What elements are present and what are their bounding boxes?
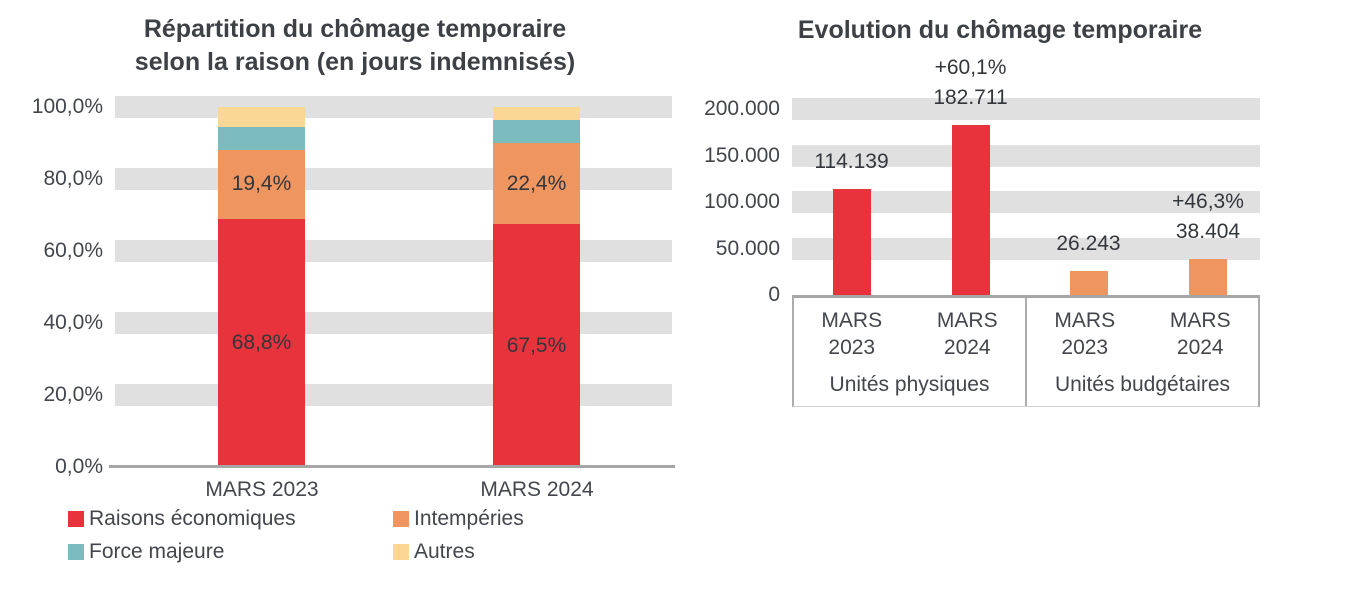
legend-label: Intempéries [414,507,524,530]
x-category-label: MARS 2023 [821,309,883,359]
legend-label: Autres [414,540,475,563]
legend-item-raisons-economiques: Raisons économiques [68,507,393,531]
category-group-unites-physiques: MARS 2023 MARS 2024 Unités physiques [794,298,1025,406]
y-tick-label: 80,0% [43,167,103,190]
segment-value-label: 68,8% [231,331,292,355]
y-tick-label: 40,0% [43,311,103,334]
plot-area-left: 100,0% 80,0% 60,0% 40,0% 20,0% 0,0% 68,8… [32,96,675,501]
bar-label-line: 114.139 [814,149,889,173]
x-category-label: MARS 2024 [480,478,594,501]
stacked-bar-mars-2024: 67,5% 22,4% [493,107,580,467]
segment-raisons-economiques: 67,5% [493,224,580,467]
bar-value-label: +60,1% 182.711 [901,53,1041,113]
y-tick-label: 0,0% [55,455,103,478]
chart-title-line1: Répartition du chômage temporaire [143,15,567,43]
gridline-band [792,98,1260,120]
axis-group-divider [1025,298,1027,406]
bar-label-line: +46,3% [1172,190,1244,214]
gridline-band [792,144,1260,167]
chart-evolution-chomage: Evolution du chômage temporaire 200.000 … [690,0,1356,597]
chart-title-line1: Evolution du chômage temporaire [797,16,1203,44]
bar-value-label: 114.139 [782,147,922,177]
bar-unites-physiques-mars-2024 [951,125,990,295]
x-axis-line [109,465,675,468]
legend-swatch-icon [393,544,409,560]
bar-value-label: +46,3% 38.404 [1138,187,1278,247]
x-category-label: MARS 2023 [1054,309,1116,359]
segment-value-label: 67,5% [506,333,567,357]
stacked-bar-mars-2023: 68,8% 19,4% [218,107,305,467]
category-axis-box: MARS 2023 MARS 2024 Unités physiques MAR… [792,295,1260,407]
y-tick-label: 100.000 [704,190,780,213]
bar-unites-budgetaires-mars-2024 [1189,259,1227,295]
y-tick-label: 150.000 [704,143,780,167]
plot-area-right: 200.000 150.000 100.000 50.000 0 114.139… [704,56,1260,306]
chart-title-line2: selon la raison (en jours indemnisés) [134,48,576,76]
category-cell: MARS 2024 [910,307,1026,361]
segment-value-label: 19,4% [231,172,292,196]
segment-intemperies: 22,4% [493,143,580,224]
bar-label-line: +60,1% [934,56,1007,80]
y-tick-label: 20,0% [43,383,103,406]
legend-label: Force majeure [89,540,225,563]
legend-swatch-icon [393,511,409,527]
y-tick-label: 100,0% [31,95,103,118]
y-tick-label: 60,0% [43,239,103,262]
chart-repartition-chomage: Répartition du chômage temporaire selon l… [32,13,675,564]
segment-intemperies: 19,4% [218,149,305,220]
category-year-row: MARS 2023 MARS 2024 [794,307,1025,361]
legend-label: Raisons économiques [89,507,296,530]
gridline-band [792,237,1260,260]
legend-swatch-icon [68,511,84,527]
bar-unites-budgetaires-mars-2023 [1069,270,1108,295]
bar-unites-physiques-mars-2023 [832,188,871,295]
category-cell: MARS 2023 [1027,307,1143,361]
segment-force-majeure [218,126,305,150]
bar-label-line: 26.243 [1056,231,1121,255]
bar-value-label: 26.243 [1019,229,1159,259]
segment-value-label: 22,4% [506,171,567,195]
x-category-label: MARS 2024 [1169,309,1231,359]
segment-force-majeure [493,120,580,144]
category-year-row: MARS 2023 MARS 2024 [1027,307,1258,361]
x-category-label: MARS 2023 [205,478,319,501]
segment-raisons-economiques: 68,8% [218,219,305,467]
segment-autres [218,107,305,127]
y-tick-label: 50.000 [715,236,780,260]
bars-layer: 68,8% 19,4% 67,5% 22,4% [115,107,672,467]
y-tick-label: 0 [768,283,780,306]
category-group-unites-budgetaires: MARS 2023 MARS 2024 Unités budgétaires [1027,298,1258,406]
legend-item-intemperies: Intempéries [393,507,524,531]
bar-label-line: 38.404 [1175,220,1241,244]
chart-title: Evolution du chômage temporaire [680,14,1320,47]
bars-layer: 114.139 +60,1% 182.711 26.243 +46,3% 38.404 [792,56,1260,295]
category-cell: MARS 2024 [1143,307,1259,361]
x-category-label: MARS 2024 [936,309,998,359]
bar-label-line: 182.711 [933,86,1008,110]
chart-title: Répartition du chômage temporaire selon l… [55,13,655,79]
legend-swatch-icon [68,544,84,560]
segment-autres [493,107,580,121]
category-cell: MARS 2023 [794,307,910,361]
legend-item-force-majeure: Force majeure [68,540,393,564]
axis-group-label: Unités budgétaires [1054,373,1231,396]
legend: Raisons économiques Intempéries Force maje… [68,507,524,564]
axis-group-label: Unités physiques [829,373,990,396]
legend-item-autres: Autres [393,540,524,564]
gridline-band [792,191,1260,213]
y-tick-label: 200.000 [704,97,780,120]
